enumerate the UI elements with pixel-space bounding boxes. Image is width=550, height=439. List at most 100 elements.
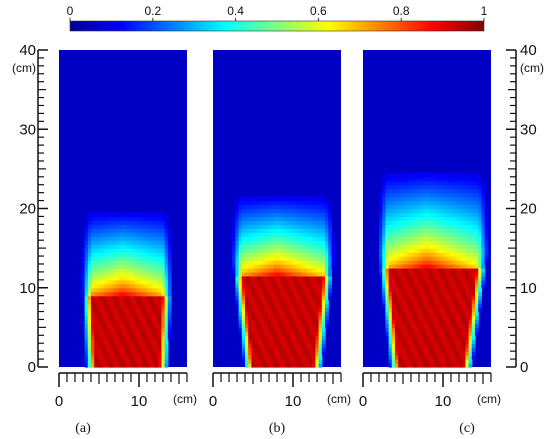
heatmap-cell	[296, 275, 300, 281]
heatmap-cell	[452, 339, 457, 344]
heatmap-cell	[91, 216, 95, 221]
heatmap-cell	[289, 212, 294, 218]
heatmap-cell	[273, 220, 278, 225]
heatmap-cell	[325, 216, 329, 221]
heatmap-cell	[107, 232, 111, 237]
heatmap-cell	[87, 236, 92, 241]
heatmap-cell	[296, 212, 300, 218]
heatmap-cell	[305, 279, 310, 285]
heatmap-cell	[443, 299, 447, 305]
heatmap-cell	[401, 299, 406, 305]
heatmap-cell	[261, 256, 265, 261]
heatmap-cell	[299, 224, 304, 229]
heatmap-cell	[433, 204, 438, 210]
heatmap-cell	[100, 275, 105, 281]
heatmap-cell	[254, 315, 259, 321]
heatmap-cell	[151, 263, 156, 269]
heatmap-cell	[407, 323, 412, 328]
heatmap-cell	[404, 224, 409, 229]
heatmap-cell	[267, 208, 272, 214]
heatmap-cell	[94, 271, 98, 277]
heatmap-cell	[129, 351, 134, 356]
heatmap-cell	[119, 363, 124, 368]
heatmap-cell	[471, 303, 476, 309]
colorbar-tick-label: 0.6	[310, 4, 327, 18]
heatmap-cell	[241, 283, 246, 289]
heatmap-cell	[155, 228, 159, 233]
heatmap-cell	[312, 335, 316, 340]
heatmap-cell	[475, 307, 479, 313]
heatmap-cell	[289, 323, 294, 328]
heatmap-cell	[423, 279, 428, 285]
heatmap-cell	[84, 291, 89, 297]
heatmap-cell	[328, 240, 332, 245]
heatmap-cell	[164, 323, 169, 328]
heatmap-cell	[277, 335, 281, 340]
heatmap-cell	[439, 299, 444, 305]
heatmap-cell	[273, 200, 278, 206]
heatmap-cell	[103, 331, 108, 336]
heatmap-cell	[277, 355, 281, 360]
heatmap-cell	[391, 347, 396, 352]
heatmap-cell	[305, 315, 310, 321]
heatmap-cell	[315, 232, 320, 237]
heatmap-cell	[270, 216, 275, 221]
heatmap-cell	[321, 299, 326, 305]
heatmap-cell	[257, 343, 262, 348]
heatmap-cell	[261, 363, 265, 368]
heatmap-cell	[433, 244, 438, 249]
heatmap-cell	[420, 315, 425, 321]
heatmap-cell	[388, 200, 393, 206]
heatmap-cell	[417, 299, 422, 305]
heatmap-cell	[312, 311, 316, 317]
heatmap-cell	[270, 267, 275, 273]
heatmap-cell	[280, 295, 284, 301]
heatmap-cell	[475, 256, 479, 261]
heatmap-cell	[286, 343, 291, 348]
heatmap-cell	[164, 267, 169, 273]
heatmap-cell	[126, 224, 130, 229]
heatmap-cell	[391, 339, 396, 344]
heatmap-cell	[254, 256, 259, 261]
heatmap-cell	[84, 260, 89, 265]
heatmap-cell	[273, 248, 278, 253]
heatmap-cell	[84, 303, 89, 309]
heatmap-cell	[264, 252, 268, 257]
heatmap-cell	[158, 331, 162, 336]
heatmap-cell	[427, 271, 431, 277]
heatmap-cell	[142, 287, 146, 293]
heatmap-cell	[439, 236, 444, 241]
heatmap-cell	[248, 275, 252, 281]
heatmap-cell	[443, 335, 447, 340]
heatmap-cell	[427, 307, 431, 313]
heatmap-cell	[87, 331, 92, 336]
heatmap-cell	[302, 275, 307, 281]
heatmap-cell	[91, 256, 95, 261]
heatmap-cell	[107, 283, 111, 289]
heatmap-cell	[417, 307, 422, 313]
heatmap-cell	[455, 287, 460, 293]
heatmap-cell	[471, 299, 476, 305]
colorbar-tick-label: 0.4	[227, 4, 244, 18]
heatmap-cell	[139, 343, 143, 348]
heatmap-cell	[148, 343, 153, 348]
heatmap-cell	[331, 263, 336, 269]
heatmap-cell	[401, 319, 406, 325]
y-tick-label: 40	[19, 42, 36, 59]
heatmap-cell	[312, 200, 316, 206]
heatmap-cell	[235, 200, 240, 206]
heatmap-cell	[148, 299, 153, 305]
heatmap-cell	[257, 287, 262, 293]
heatmap-cell	[110, 307, 114, 313]
heatmap-cell	[245, 200, 249, 206]
heatmap-cell	[452, 244, 457, 249]
heatmap-cell	[113, 232, 118, 237]
heatmap-cell	[433, 216, 438, 221]
heatmap-cell	[135, 228, 140, 233]
heatmap-cell	[107, 228, 111, 233]
heatmap-cell	[459, 188, 463, 194]
heatmap-cell	[430, 248, 434, 253]
heatmap-cell	[113, 256, 118, 261]
heatmap-cell	[158, 307, 162, 313]
heatmap-cell	[148, 260, 153, 265]
